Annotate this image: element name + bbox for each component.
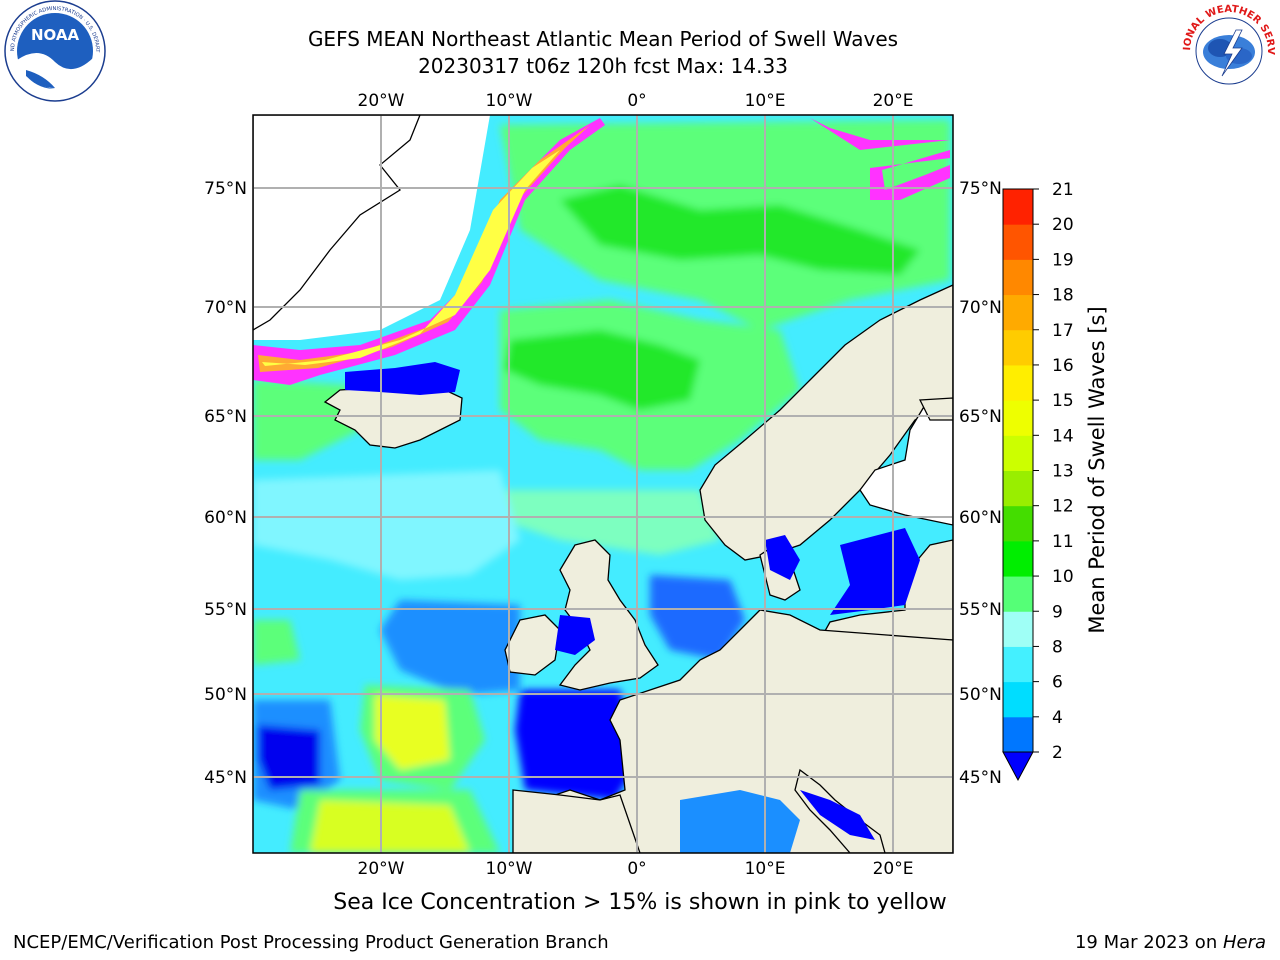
- lat-label: 50°N: [204, 685, 247, 705]
- colorbar-tick-label: 9: [1052, 602, 1063, 622]
- colorbar-band: [1003, 576, 1033, 612]
- colorbar-title: Mean Period of Swell Waves [s]: [1085, 306, 1109, 634]
- lon-labels-bottom: 20°W 10°W 0° 10°E 20°E: [358, 859, 914, 879]
- scandinavia-land: [699, 284, 953, 561]
- colorbar-tick-label: 14: [1052, 426, 1074, 446]
- colorbar-tick-label: 15: [1052, 391, 1074, 411]
- lon-label: 20°E: [873, 91, 914, 111]
- colorbar-tick-label: 12: [1052, 497, 1074, 517]
- graticule: [253, 115, 953, 853]
- footer-date-text: 19 Mar 2023 on: [1074, 932, 1223, 953]
- land-masses: [253, 115, 953, 853]
- lat-labels-right: 75°N 70°N 65°N 60°N 55°N 50°N 45°N: [959, 179, 1002, 788]
- colorbar-band: [1003, 400, 1033, 436]
- colorbar-band: [1003, 681, 1033, 718]
- chart-title: GEFS MEAN Northeast Atlantic Mean Period…: [307, 27, 899, 51]
- enclosed-seas: [345, 362, 920, 853]
- lon-label: 10°E: [745, 91, 786, 111]
- colorbar-band: [1003, 435, 1033, 471]
- chart-subtitle-forecast: 20230317 t06z 120h fcst Max: 14.33: [418, 54, 788, 78]
- colorbar-band: [1003, 540, 1033, 577]
- lat-label: 45°N: [204, 768, 247, 788]
- colorbar-band: [1003, 224, 1033, 260]
- lon-label: 10°E: [745, 859, 786, 879]
- lat-label: 60°N: [204, 508, 247, 528]
- lon-label: 20°E: [873, 859, 914, 879]
- lat-label: 75°N: [204, 179, 247, 199]
- lat-label: 55°N: [204, 600, 247, 620]
- lat-label: 55°N: [959, 600, 1002, 620]
- colorbar-tick-label: 6: [1052, 673, 1063, 693]
- lat-label: 60°N: [959, 508, 1002, 528]
- lon-label: 10°W: [486, 859, 533, 879]
- noaa-logo-text: NOAA: [31, 26, 80, 44]
- sea-ice-note: Sea Ice Concentration > 15% is shown in …: [333, 890, 947, 915]
- colorbar-extend-triangle: [1002, 751, 1034, 782]
- colorbar-band: [1003, 329, 1033, 366]
- ireland-land: [504, 614, 561, 676]
- colorbar-band: [1003, 716, 1033, 753]
- swell-period-field: [253, 120, 950, 853]
- colorbar-band: [1003, 611, 1033, 647]
- footer-host: Hera: [1222, 932, 1266, 953]
- lon-label: 20°W: [358, 91, 405, 111]
- map-frame: [252, 114, 954, 854]
- colorbar-tick-label: 8: [1052, 637, 1063, 657]
- colorbar-tick-label: 20: [1052, 215, 1074, 235]
- lat-labels-left: 75°N 70°N 65°N 60°N 55°N 50°N 45°N: [204, 179, 247, 788]
- colorbar-tick-label: 10: [1052, 567, 1074, 587]
- lat-label: 65°N: [959, 407, 1002, 427]
- colorbar-tick-label: 2: [1052, 743, 1063, 763]
- noaa-logo-icon: NOAA NATIONAL OCEANIC AND ATMOSPHERIC AD…: [4, 0, 106, 102]
- colorbar-band: [1003, 646, 1033, 683]
- lon-label: 20°W: [358, 859, 405, 879]
- colorbar-tick-label: 4: [1052, 708, 1063, 728]
- colorbar-tick-label: 19: [1052, 250, 1074, 270]
- colorbar-tick-label: 18: [1052, 286, 1074, 306]
- colorbar-band: [1003, 294, 1033, 331]
- footer-date: 19 Mar 2023 on Hera: [1075, 932, 1266, 953]
- lat-label: 50°N: [959, 685, 1002, 705]
- colorbar-band: [1003, 470, 1033, 507]
- map-plot-area: [253, 115, 953, 853]
- lat-label: 75°N: [959, 179, 1002, 199]
- lat-label: 70°N: [204, 298, 247, 318]
- colorbar-tick-label: 21: [1052, 180, 1074, 200]
- lat-label: 70°N: [959, 298, 1002, 318]
- lon-label: 0°: [627, 859, 646, 879]
- lon-label: 0°: [627, 91, 646, 111]
- colorbar-band: [1003, 364, 1033, 401]
- colorbar-tick-label: 13: [1052, 462, 1074, 482]
- lat-label: 45°N: [959, 768, 1002, 788]
- colorbar-band: [1003, 259, 1033, 296]
- lon-labels-top: 20°W 10°W 0° 10°E 20°E: [358, 91, 914, 111]
- footer-credit: NCEP/EMC/Verification Post Processing Pr…: [13, 932, 609, 953]
- colorbar: 2 4 6 8 9 10 11 12 13 14 15 16 17 18 19 20 21: [1002, 180, 1074, 782]
- lat-label: 65°N: [204, 407, 247, 427]
- colorbar-tick-label: 17: [1052, 321, 1074, 341]
- colorbar-band: [1003, 189, 1033, 225]
- colorbar-band: [1003, 505, 1033, 542]
- colorbar-tick-label: 16: [1052, 356, 1074, 376]
- nws-logo-icon: NATIONAL WEATHER SERVICE: [1178, 0, 1279, 101]
- colorbar-tick-label: 11: [1052, 532, 1074, 552]
- lon-label: 10°W: [486, 91, 533, 111]
